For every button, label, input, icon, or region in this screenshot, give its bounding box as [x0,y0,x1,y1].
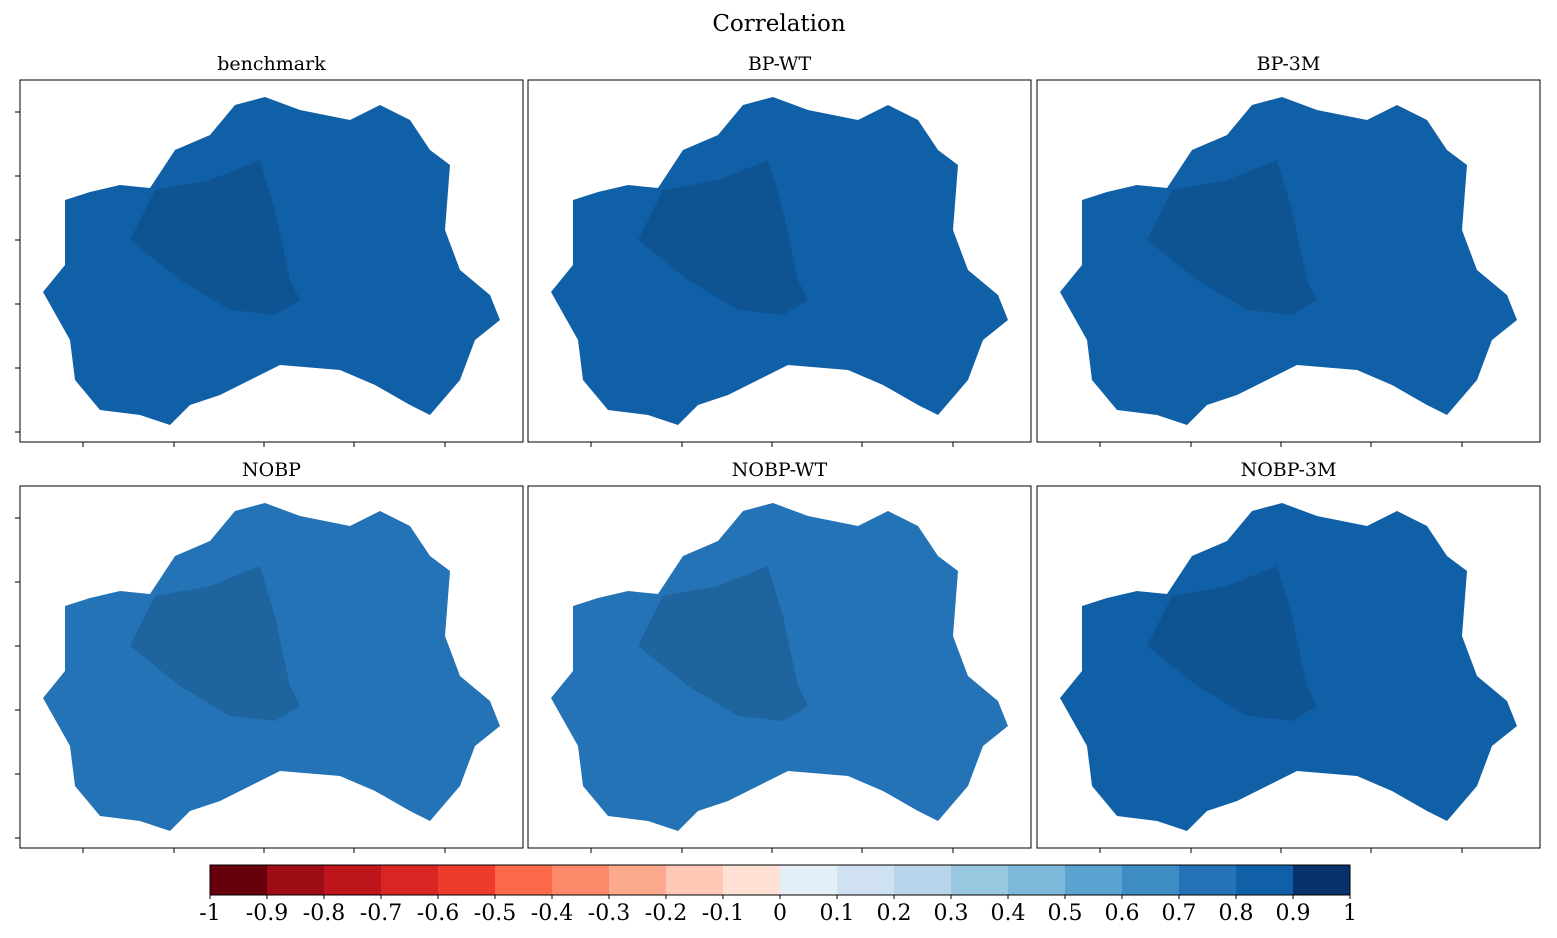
colorbar-tick-label: -0.8 [303,901,345,926]
panel-title: benchmark [217,53,326,75]
panel-frame [527,485,1032,849]
basin [43,503,500,831]
colorbar-bin [666,865,723,895]
colorbar-bin [210,865,267,895]
colorbar-tick-label: -0.2 [645,901,687,926]
basin-detail [1147,160,1317,315]
colorbar-tick-label: 0.5 [1048,901,1083,926]
figure-title: Correlation [712,11,846,37]
colorbar-bin [837,865,894,895]
panel-title: NOBP-WT [732,459,828,481]
colorbar-bin [438,865,495,895]
colorbar-tick-label: 0 [773,901,787,926]
colorbar-tick-label: -0.7 [360,901,402,926]
panel-frame [1036,79,1541,443]
colorbar-bin [894,865,951,895]
colorbar-tick-label: -0.3 [588,901,630,926]
basin-detail [638,160,808,315]
colorbar-tick-label: -0.6 [417,901,459,926]
colorbar-bin [951,865,1008,895]
colorbar-tick-label: -0.4 [531,901,573,926]
colorbar-tick-label: 0.3 [934,901,969,926]
basin-detail [130,566,300,721]
colorbar-tick-label: 0.2 [877,901,912,926]
panel-frame [1036,485,1541,849]
colorbar-tick-label: -1 [199,901,220,926]
colorbar-bin [495,865,552,895]
colorbar-bin [1065,865,1122,895]
colorbar-tick-label: 0.9 [1276,901,1311,926]
colorbar-tick-label: -0.5 [474,901,516,926]
basin-detail [1147,566,1317,721]
colorbar-bin [1008,865,1065,895]
colorbar-bin [324,865,381,895]
basin-detail [638,566,808,721]
panel-title: BP-3M [1257,53,1321,75]
basin [551,97,1008,425]
panel-title: BP-WT [748,53,812,75]
basin [551,503,1008,831]
colorbar-tick-label: 0.8 [1219,901,1254,926]
colorbar-bin [723,865,780,895]
colorbar-bin [609,865,666,895]
panel-title: NOBP [242,459,301,481]
colorbar-tick-label: 0.7 [1162,901,1197,926]
colorbar-bin [1122,865,1179,895]
panel-title: NOBP-3M [1241,459,1337,481]
colorbar-tick-label: -0.1 [702,901,744,926]
panel-frame [527,79,1032,443]
panel-frame [19,79,524,443]
basin-detail [130,160,300,315]
colorbar-bin [780,865,837,895]
colorbar-bin [552,865,609,895]
colorbar-tick-label: 1 [1343,901,1357,926]
colorbar-tick-label: 0.6 [1105,901,1140,926]
colorbar-bin [1236,865,1293,895]
basin [1060,503,1517,831]
colorbar-bin [267,865,324,895]
colorbar-tick-label: 0.4 [991,901,1026,926]
colorbar-bin [1293,865,1350,895]
colorbar-tick-label: 0.1 [820,901,855,926]
colorbar-bin [1179,865,1236,895]
basin [1060,97,1517,425]
basin [43,97,500,425]
panel-frame [19,485,524,849]
colorbar-tick-label: -0.9 [246,901,288,926]
colorbar-bin [381,865,438,895]
